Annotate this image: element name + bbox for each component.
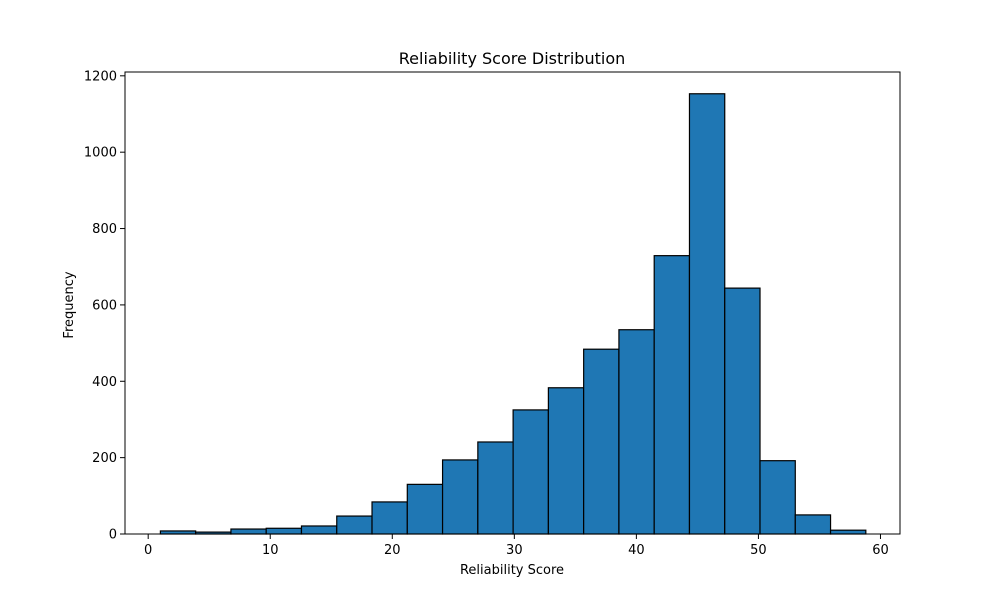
y-axis-label: Frequency — [62, 271, 77, 338]
y-tick-label: 0 — [109, 528, 117, 543]
histogram-bar — [441, 459, 479, 535]
y-tick-label: 200 — [92, 451, 117, 466]
histogram-bar — [371, 501, 408, 535]
y-tick-label: 800 — [92, 222, 117, 237]
x-tick-label: 60 — [872, 543, 889, 558]
histogram-bar — [512, 409, 549, 535]
histogram-bar — [829, 529, 867, 535]
histogram-bar — [794, 514, 832, 535]
y-tick-label: 400 — [92, 375, 117, 390]
x-tick-label: 0 — [144, 543, 152, 558]
histogram-bar — [336, 515, 373, 535]
x-tick-label: 40 — [628, 543, 645, 558]
y-tick-label: 1200 — [84, 69, 117, 84]
y-tick-label: 1000 — [84, 146, 117, 161]
y-tick-label: 600 — [92, 298, 117, 313]
histogram-bar — [265, 527, 303, 535]
histogram-bar — [618, 329, 655, 535]
histogram-bar — [547, 387, 585, 535]
bars-group — [159, 93, 867, 535]
x-tick-label: 50 — [750, 543, 767, 558]
histogram-bar — [653, 255, 691, 535]
x-tick-label: 10 — [262, 543, 279, 558]
histogram-bar — [759, 460, 796, 535]
x-axis-label: Reliability Score — [460, 563, 564, 578]
histogram-bar — [477, 441, 514, 535]
histogram-bar — [230, 528, 267, 535]
x-tick-label: 30 — [506, 543, 523, 558]
histogram-bar — [688, 93, 726, 535]
histogram-bar — [583, 348, 620, 535]
histogram-bar — [406, 483, 444, 535]
chart-title: Reliability Score Distribution — [399, 49, 626, 68]
histogram-bar — [300, 525, 338, 535]
histogram-bar — [724, 287, 761, 535]
plot-frame — [124, 71, 901, 535]
x-tick-label: 20 — [384, 543, 401, 558]
